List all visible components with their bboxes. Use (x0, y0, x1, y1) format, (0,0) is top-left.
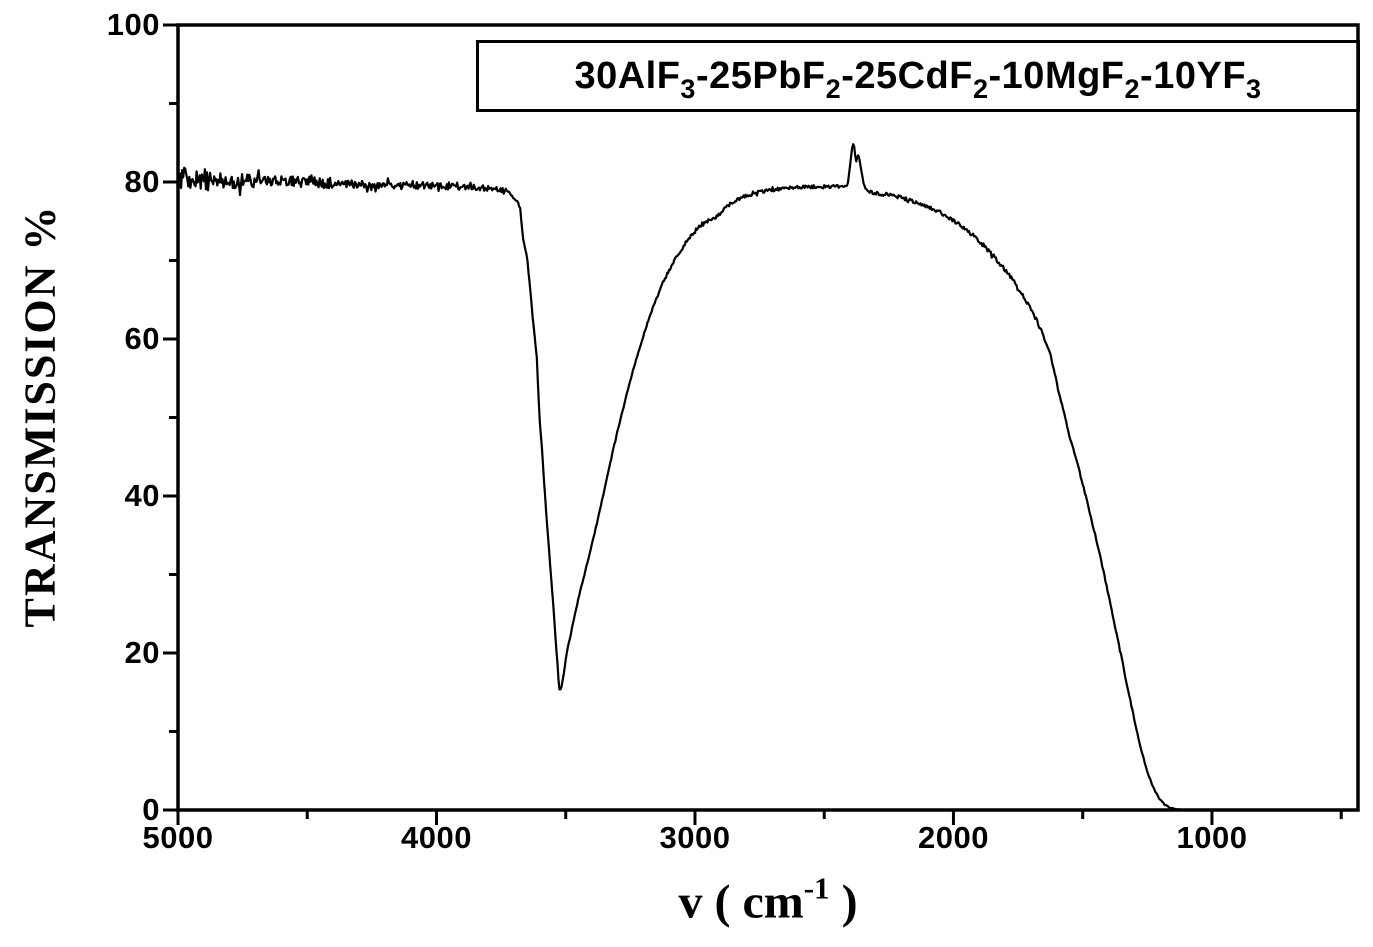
y-tick-label: 80 (124, 164, 160, 199)
label-text: -25CdF (841, 54, 973, 97)
label-text: 30AlF (574, 54, 681, 97)
subscript-text: 3 (1246, 73, 1262, 104)
y-tick-label: 20 (124, 635, 160, 670)
x-axis-title: v ( cm-1 ) (678, 871, 858, 930)
y-tick-label: 100 (106, 7, 160, 42)
subscript-text: 2 (825, 73, 842, 104)
plot-frame (176, 23, 1360, 812)
x-tick-label: 3000 (659, 820, 731, 855)
x-tick-label: 1000 (1176, 820, 1248, 855)
x-tick-label: 5000 (142, 820, 214, 855)
y-tick-label: 0 (142, 792, 160, 827)
subscript-text: 2 (1124, 73, 1141, 104)
label-text: v ( cm (678, 875, 804, 929)
y-axis-title: TRANSMISSION % (15, 204, 65, 628)
label-text: ) (829, 875, 858, 929)
label-text: -10YF (1140, 54, 1247, 97)
transmission-curve (176, 143, 1359, 812)
subscript-text: 2 (972, 73, 989, 104)
subscript-text: 3 (680, 73, 696, 104)
superscript-text: -1 (803, 870, 830, 906)
chart-title-box: 30AlF 3 -25PbF 2 -25CdF 2 -10MgF 2 -10YF 3 (476, 40, 1360, 112)
x-tick-label: 2000 (917, 820, 989, 855)
label-text: -10MgF (988, 54, 1125, 97)
y-tick-label: 60 (124, 321, 160, 356)
x-tick-label: 4000 (401, 820, 472, 855)
y-tick-label: 40 (124, 478, 160, 513)
label-text: -25PbF (695, 54, 826, 97)
